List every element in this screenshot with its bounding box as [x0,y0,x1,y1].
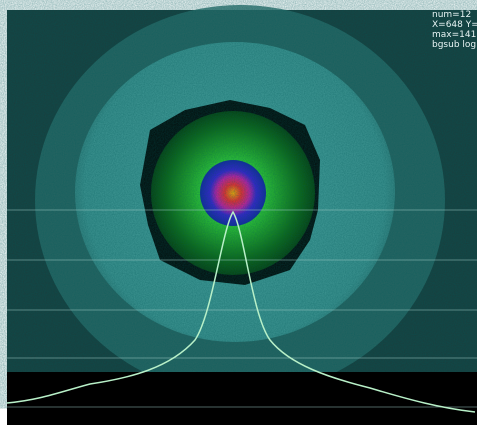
overlay-text: max=141 [432,30,476,40]
screenshot: num=12 X=648 Y= max=141 bgsub log [0,0,477,435]
overlay-text: bgsub log [432,40,476,50]
overlay-text: num=12 [432,10,471,20]
overlay-text: X=648 Y= [432,20,477,30]
image-noise [7,10,477,372]
profiler-view [0,0,477,435]
